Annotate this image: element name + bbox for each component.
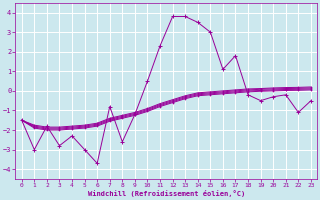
X-axis label: Windchill (Refroidissement éolien,°C): Windchill (Refroidissement éolien,°C) <box>88 190 245 197</box>
